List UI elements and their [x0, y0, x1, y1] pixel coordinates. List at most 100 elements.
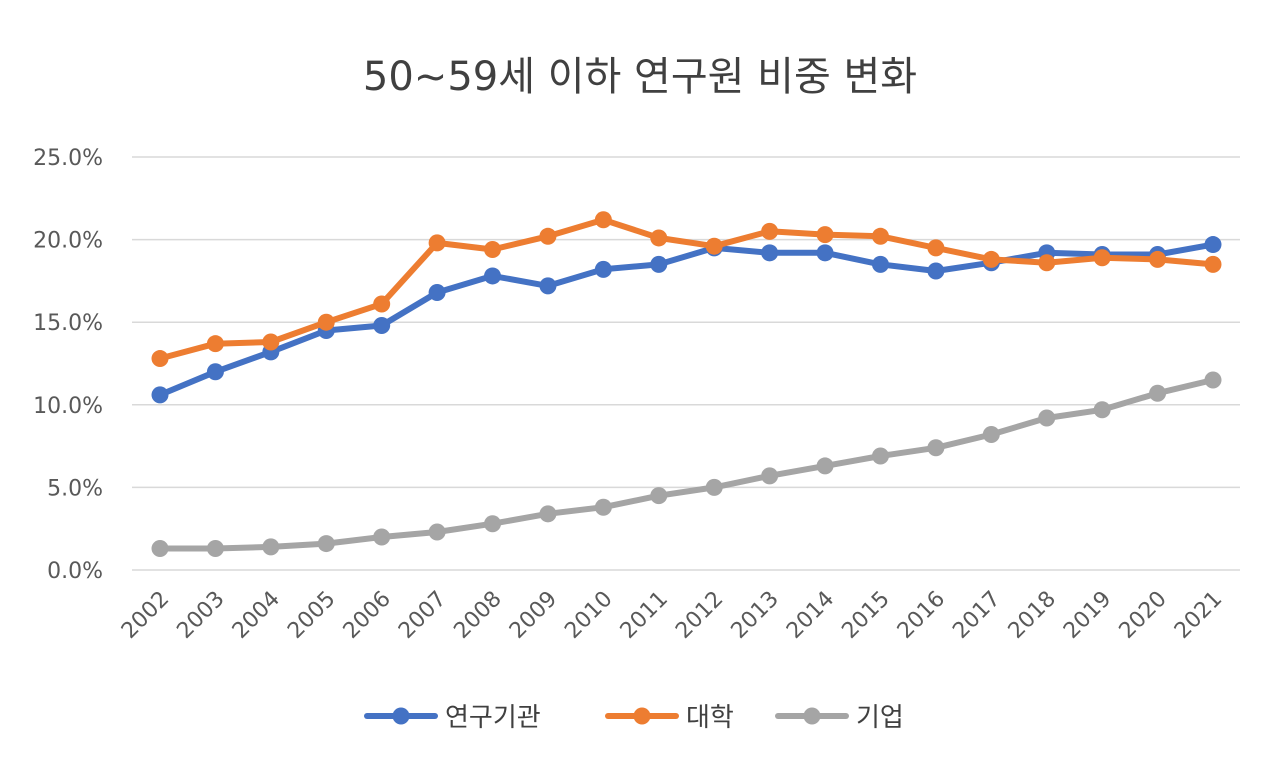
data-point — [871, 447, 889, 465]
x-tick-label: 2014 — [782, 587, 839, 644]
legend-label: 연구기관 — [445, 703, 541, 733]
x-tick-label: 2010 — [560, 587, 617, 644]
series-line — [157, 377, 1216, 552]
data-point — [1093, 401, 1111, 419]
data-point — [761, 222, 779, 240]
series-line — [157, 241, 1216, 398]
data-point — [650, 229, 668, 247]
y-tick-label: 10.0% — [33, 394, 103, 419]
data-point — [373, 528, 391, 546]
data-point — [373, 295, 391, 313]
series-line — [157, 216, 1216, 362]
data-point — [927, 239, 945, 257]
y-tick-label: 15.0% — [33, 311, 103, 336]
x-tick-label: 2017 — [948, 587, 1005, 644]
y-tick-label: 0.0% — [47, 559, 103, 584]
data-point — [982, 426, 1000, 444]
data-point — [705, 478, 723, 496]
data-point — [1149, 250, 1167, 268]
x-tick-label: 2021 — [1170, 587, 1227, 644]
data-point — [206, 363, 224, 381]
data-point — [927, 439, 945, 457]
y-tick-label: 5.0% — [47, 476, 103, 501]
data-point — [816, 226, 834, 244]
legend-item: 기업 — [775, 703, 904, 733]
x-tick-label: 2007 — [394, 587, 451, 644]
data-point — [206, 540, 224, 558]
data-point — [1204, 236, 1222, 254]
x-tick-label: 2003 — [172, 587, 229, 644]
legend-item: 대학 — [605, 703, 734, 733]
data-point — [1038, 409, 1056, 427]
data-point — [1204, 371, 1222, 389]
data-point — [1093, 249, 1111, 267]
x-tick-label: 2016 — [893, 587, 950, 644]
legend-swatch-marker — [803, 707, 821, 725]
data-point — [151, 540, 169, 558]
data-point — [705, 237, 723, 255]
data-point — [927, 262, 945, 280]
data-point — [428, 283, 446, 301]
legend: 연구기관 대학 기업 — [364, 703, 904, 733]
x-tick-label: 2013 — [727, 587, 784, 644]
data-point — [650, 255, 668, 273]
x-tick-label: 2004 — [228, 587, 285, 644]
legend-item: 연구기관 — [364, 703, 541, 733]
data-point — [206, 335, 224, 353]
y-tick-label: 25.0% — [33, 146, 103, 171]
data-point — [1149, 384, 1167, 402]
data-point — [428, 234, 446, 252]
x-tick-label: 2011 — [616, 587, 673, 644]
x-tick-label: 2009 — [505, 587, 562, 644]
x-tick-label: 2006 — [339, 587, 396, 644]
gridlines — [132, 156, 1240, 571]
x-axis-ticks: 2002200320042005200620072008200920102011… — [117, 587, 1227, 644]
data-point — [428, 523, 446, 541]
data-point — [594, 211, 612, 229]
data-point — [373, 317, 391, 335]
legend-swatch-marker — [633, 707, 651, 725]
x-tick-label: 2020 — [1115, 587, 1172, 644]
series-3 — [151, 371, 1222, 558]
legend-label: 대학 — [686, 703, 734, 733]
data-point — [151, 350, 169, 368]
x-tick-label: 2015 — [837, 587, 894, 644]
y-tick-label: 20.0% — [33, 229, 103, 254]
data-point — [594, 498, 612, 516]
data-point — [594, 260, 612, 278]
data-point — [761, 244, 779, 262]
data-point — [262, 333, 280, 351]
x-tick-label: 2018 — [1004, 587, 1061, 644]
data-point — [871, 227, 889, 245]
data-point — [816, 244, 834, 262]
data-point — [1038, 254, 1056, 272]
x-tick-label: 2008 — [449, 587, 506, 644]
data-point — [650, 487, 668, 505]
data-point — [1204, 255, 1222, 273]
series-2 — [151, 211, 1222, 368]
x-tick-label: 2002 — [117, 587, 174, 644]
data-point — [982, 250, 1000, 268]
data-point — [539, 505, 557, 523]
y-axis-ticks: 0.0% 5.0% 10.0% 15.0% 20.0% 25.0% — [33, 146, 103, 584]
x-tick-label: 2005 — [283, 587, 340, 644]
data-point — [539, 227, 557, 245]
x-tick-label: 2012 — [671, 587, 728, 644]
series-group — [151, 211, 1222, 558]
data-point — [484, 515, 502, 533]
legend-swatch-marker — [392, 707, 410, 725]
data-point — [317, 313, 335, 331]
data-point — [484, 267, 502, 285]
legend-label: 기업 — [856, 703, 904, 733]
data-point — [151, 386, 169, 404]
data-point — [871, 255, 889, 273]
data-point — [539, 277, 557, 295]
data-point — [816, 457, 834, 475]
x-tick-label: 2019 — [1059, 587, 1116, 644]
data-point — [317, 535, 335, 553]
data-point — [484, 241, 502, 259]
data-point — [262, 538, 280, 556]
data-point — [761, 467, 779, 485]
